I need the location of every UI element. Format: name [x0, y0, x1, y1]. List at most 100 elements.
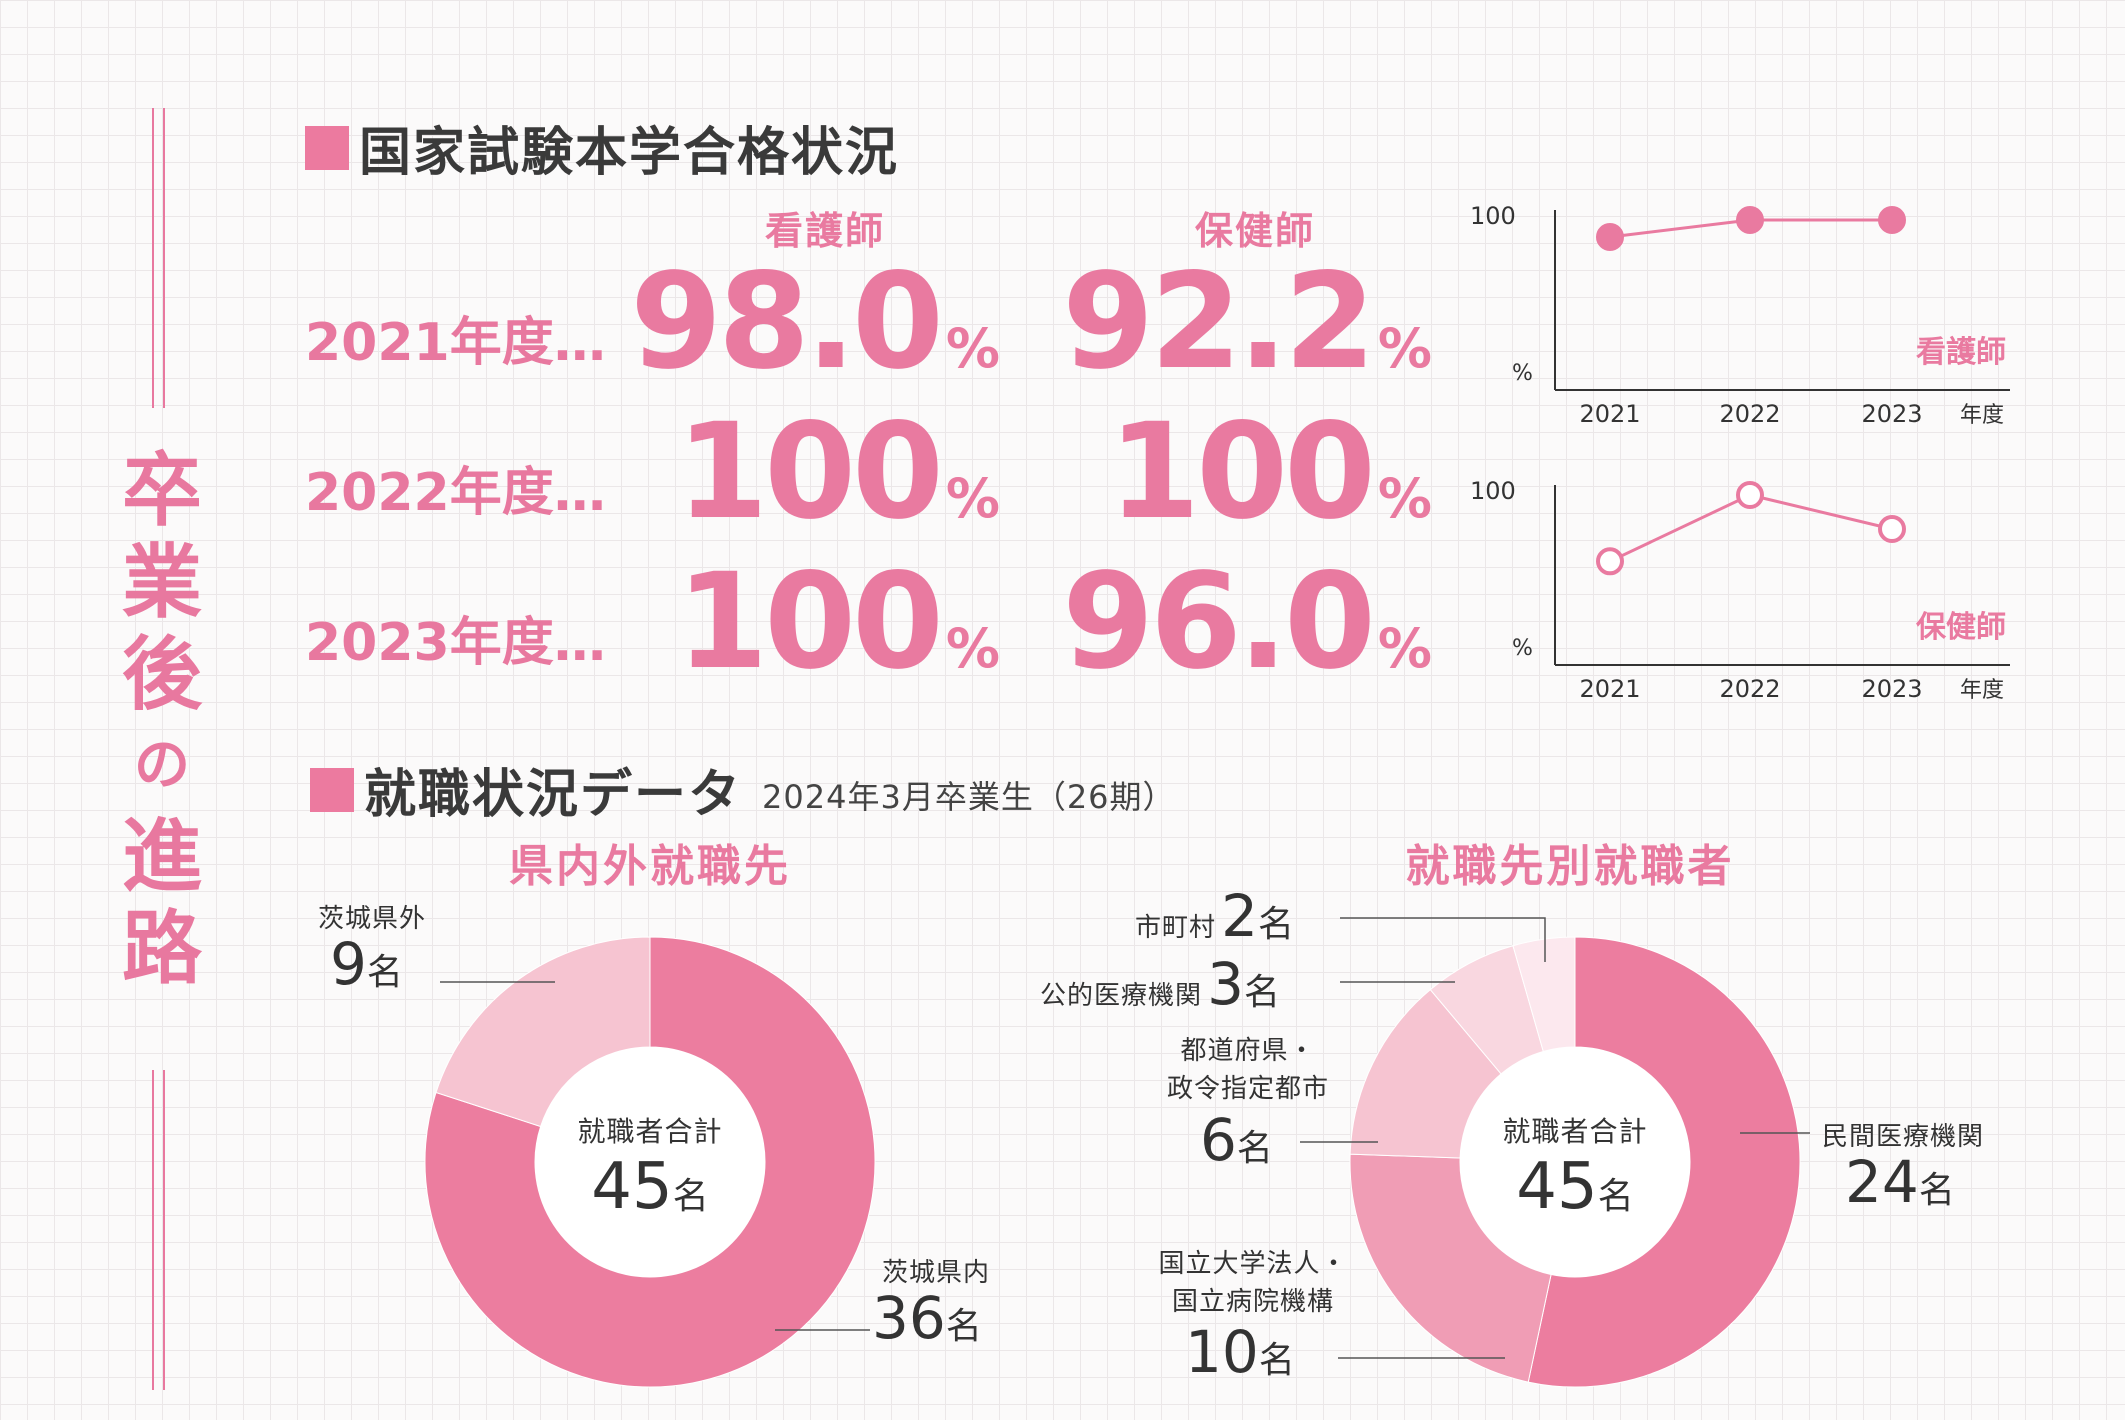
y-unit: % [1512, 636, 1533, 661]
x-tick-label: 2023 [1861, 675, 1922, 703]
rate-value: 100 [1108, 395, 1376, 549]
x-tick-label: 2022 [1719, 400, 1780, 428]
side-rule-bottom-left [152, 1070, 154, 1390]
y-unit: % [1512, 361, 1533, 386]
label-outside-pref: 茨城県外 [318, 904, 427, 934]
x-tick-label: 2021 [1579, 400, 1640, 428]
rate-value: 100 [676, 545, 944, 699]
percent-sign: % [945, 317, 1000, 380]
total-label: 就職者合計 [1502, 1115, 1648, 1148]
x-unit: 年度 [1960, 403, 2004, 428]
value-inside-pref: 36名 [872, 1284, 982, 1352]
percent-sign: % [945, 617, 1000, 680]
side-rule-bottom-right [163, 1070, 165, 1390]
line-chart-phn: 100% 2021 2022 2023 年度 保健師 [1470, 477, 2010, 703]
donut-hole [535, 1047, 765, 1277]
donut-chart-location [424, 936, 876, 1388]
unit: 名 [1244, 972, 1281, 1013]
donut-center-right: 就職者合計 45名 [1485, 1110, 1665, 1224]
column-header-nurse: 看護師 [764, 209, 885, 253]
line-chart-nurse: 100% 2021 2022 2023 年度 看護師 [1470, 202, 2010, 428]
year-label: 2023年度… [305, 613, 606, 673]
percent-sign: % [1377, 317, 1432, 380]
label-municipal: 市町村 2名 [1135, 882, 1294, 950]
total-label: 就職者合計 [577, 1115, 723, 1148]
exam-section-title-text: 国家試験本学合格状況 [359, 123, 900, 183]
label-private: 民間医療機関 [1822, 1122, 1985, 1152]
data-point [1878, 206, 1906, 234]
rate-phn-2021: 92.2% [1062, 245, 1432, 399]
unit: 名 [1918, 1170, 1955, 1211]
slice-label: 都道府県・ [1180, 1036, 1316, 1066]
section-marker [305, 125, 349, 170]
legend-label: 看護師 [1916, 335, 2006, 370]
data-point [1878, 515, 1906, 543]
slice-label: 国立病院機構 [1171, 1287, 1334, 1317]
rate-nurse-2023: 100% [640, 545, 1000, 699]
legend-label: 保健師 [1916, 610, 2006, 645]
rate-value: 96.0 [1062, 545, 1376, 699]
value-prefecture: 6名 [1200, 1106, 1273, 1174]
side-title-char: の [134, 733, 190, 798]
column-header-phn: 保健師 [1194, 209, 1315, 253]
slice-value: 10 [1185, 1318, 1259, 1386]
rate-phn-2023: 96.0% [1062, 545, 1432, 699]
value-outside-pref: 9名 [330, 930, 403, 998]
side-title-char: 路 [122, 902, 202, 995]
label-prefecture: 都道府県・ 政令指定都市 [1158, 1032, 1338, 1108]
slice-label: 政令指定都市 [1166, 1074, 1329, 1104]
exam-section-title: 国家試験本学合格状況 [305, 110, 899, 185]
total-value: 45 [1516, 1150, 1598, 1224]
employment-section-subtitle: 2024年3月卒業生（26期） [762, 777, 1176, 816]
data-point [1596, 547, 1624, 576]
x-unit: 年度 [1960, 678, 2004, 703]
side-title: 卒 業 後 の 進 路 [112, 445, 212, 995]
side-rule-top-left [152, 108, 154, 408]
year-label: 2021年度… [305, 313, 606, 373]
unit: 名 [1258, 904, 1295, 945]
unit: 名 [1597, 1176, 1634, 1217]
year-label: 2022年度… [305, 463, 606, 523]
rate-value: 92.2 [1062, 245, 1376, 399]
rate-nurse-2021: 98.0% [630, 245, 1000, 399]
x-tick-label: 2022 [1719, 675, 1780, 703]
pie-title-right: 就職先別就職者 [1405, 841, 1735, 892]
unit: 名 [945, 1306, 982, 1347]
donut-center-left: 就職者合計 45名 [560, 1110, 740, 1224]
unit: 名 [672, 1176, 709, 1217]
total-value: 45 [591, 1150, 673, 1224]
donut-chart-employer [1349, 936, 1801, 1388]
data-point [1736, 481, 1764, 509]
unit: 名 [1236, 1128, 1273, 1169]
data-point [1736, 206, 1764, 234]
pie-slice [424, 936, 876, 1388]
value-private: 24名 [1845, 1148, 1955, 1216]
percent-sign: % [1377, 467, 1432, 530]
side-title-char: 進 [122, 810, 202, 903]
slice-value: 36 [872, 1284, 946, 1352]
x-tick-label: 2023 [1861, 400, 1922, 428]
slice-label: 公的医療機関 [1040, 981, 1203, 1011]
percent-sign: % [1377, 617, 1432, 680]
slice-label: 市町村 [1135, 913, 1217, 943]
slice-value: 6 [1200, 1106, 1237, 1174]
slice-value: 2 [1221, 882, 1259, 950]
percent-sign: % [945, 467, 1000, 530]
rate-nurse-2022: 100% [640, 395, 1000, 549]
side-rule-top-right [163, 108, 165, 408]
leader-line [1340, 917, 1546, 962]
data-point [1596, 223, 1624, 251]
section-marker [310, 767, 354, 812]
employment-section-title-text: 就職状況データ [364, 765, 743, 825]
pie-title-left: 県内外就職先 [509, 841, 791, 892]
side-title-char: 卒 [122, 444, 202, 537]
y-tick-label: 100 [1470, 477, 1516, 505]
slice-value: 3 [1207, 950, 1245, 1018]
unit: 名 [366, 952, 403, 993]
rate-value: 98.0 [630, 245, 944, 399]
x-tick-label: 2021 [1579, 675, 1640, 703]
unit: 名 [1258, 1340, 1295, 1381]
label-national: 国立大学法人・ 国立病院機構 [1148, 1245, 1358, 1321]
slice-value: 24 [1845, 1148, 1919, 1216]
